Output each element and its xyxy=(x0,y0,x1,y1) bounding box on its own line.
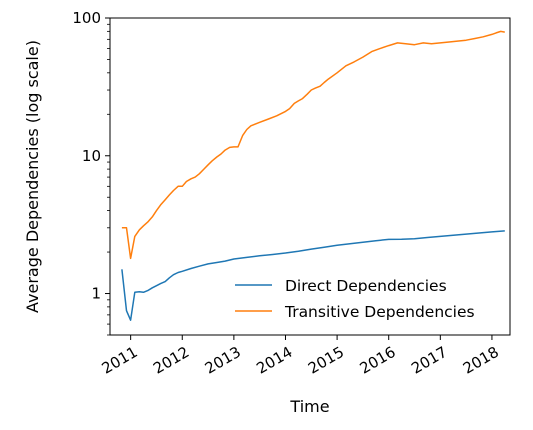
legend-label-0: Direct Dependencies xyxy=(285,277,447,295)
y-tick-label-1: 10 xyxy=(82,147,101,165)
x-tick-label-2: 2013 xyxy=(202,343,244,378)
x-tick-label-0: 2011 xyxy=(99,343,141,378)
y-axis: 1 10 100 xyxy=(72,9,110,336)
plot-frame xyxy=(109,17,511,336)
legend-label-1: Transitive Dependencies xyxy=(284,303,475,321)
x-axis-title: Time xyxy=(289,397,329,416)
x-tick-label-4: 2015 xyxy=(305,343,347,378)
x-tick-label-1: 2012 xyxy=(150,343,192,378)
series-line-0 xyxy=(121,230,505,321)
x-tick-label-5: 2016 xyxy=(357,343,399,378)
series-line-1 xyxy=(121,30,505,260)
x-tick-label-6: 2017 xyxy=(408,343,450,378)
x-tick-label-3: 2014 xyxy=(253,343,295,378)
x-axis: 2011 2012 2013 2014 2015 2016 2017 2018 xyxy=(99,335,502,378)
x-tick-label-7: 2018 xyxy=(460,343,502,378)
y-tick-label-2: 100 xyxy=(72,9,101,27)
legend: Direct Dependencies Transitive Dependenci… xyxy=(235,277,475,321)
y-tick-label-0: 1 xyxy=(91,285,101,303)
series-layer xyxy=(121,30,505,321)
y-axis-title: Average Dependencies (log scale) xyxy=(23,40,42,313)
plot-area xyxy=(109,17,511,336)
